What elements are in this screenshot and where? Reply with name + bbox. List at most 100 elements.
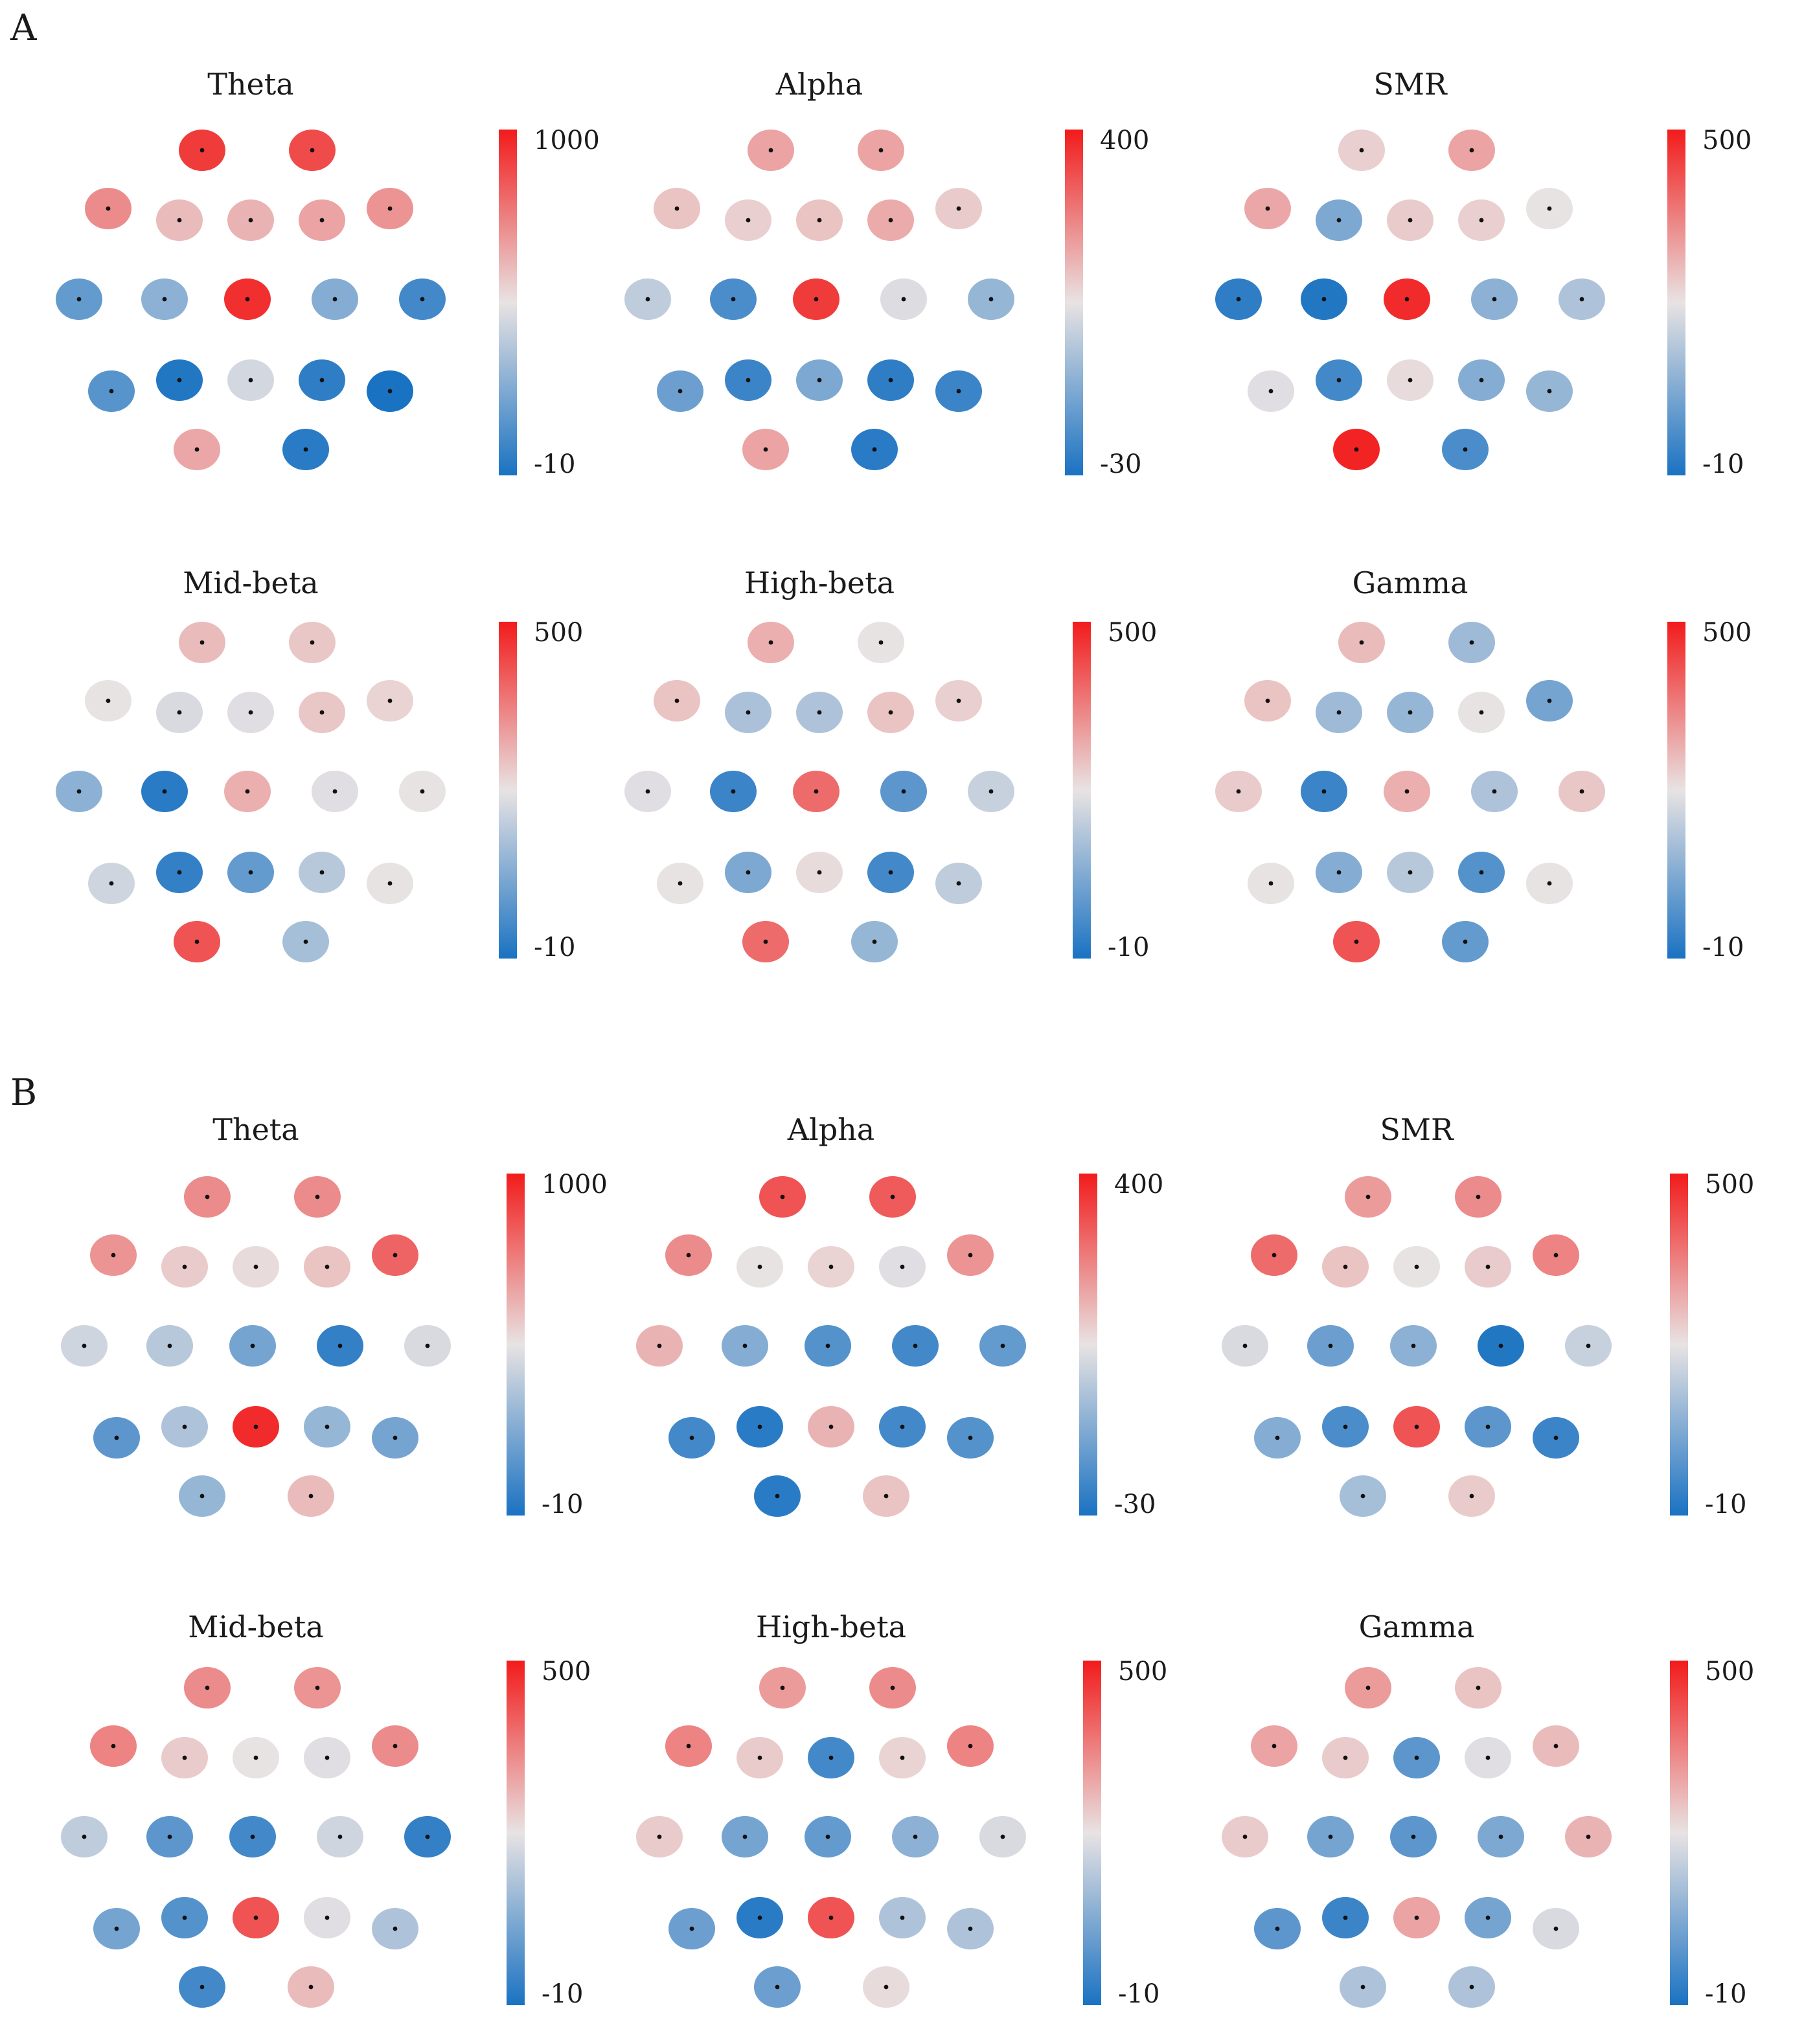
electrode-dot [250,1343,255,1348]
electrode-dot [250,1834,255,1839]
electrode-dot [1343,1264,1348,1269]
electrode-dot [988,789,994,794]
topomap-high-beta: High-beta 500 -10 [624,565,1157,962]
electrode-dot [1469,1493,1474,1499]
electrode-dot [689,1926,694,1931]
electrode-dot [1553,1743,1559,1749]
electrode-dot [248,710,253,715]
electrode-dot [901,789,906,794]
electrode-dot [162,789,167,794]
electrode-dot [878,640,884,645]
electrode-dot [182,1264,187,1269]
colorbar-max-label: 500 [1702,618,1752,648]
panel-label: A [10,7,37,49]
colorbar-max-label: 500 [1705,1170,1754,1199]
electrode-dot [913,1343,918,1348]
electrode-dot [76,297,82,302]
electrode-dot [828,1915,834,1920]
electrode-dot [1479,870,1484,875]
electrode-dot [817,378,822,383]
map-title: SMR [1380,1112,1454,1147]
electrode-dot [303,447,308,452]
electrode-dot [1411,1834,1416,1839]
colorbar [499,622,517,959]
colorbar [1065,130,1083,475]
electrode-dot [888,870,893,875]
electrode-dot [1476,1194,1481,1199]
electrode-dot [1547,881,1552,886]
electrode-dot [1242,1343,1248,1348]
electrode-dot [325,1915,330,1920]
electrode-dot [828,1755,834,1760]
electrode-dot [1328,1343,1333,1348]
colorbar [507,1661,525,2005]
electrode-dot [901,297,906,302]
electrode-dot [814,297,819,302]
electrode-dot [817,870,822,875]
electrode-dot [872,939,877,944]
colorbar-max-label: 500 [542,1657,591,1686]
electrode-dot [111,1253,116,1258]
electrode-dot [900,1915,905,1920]
electrode-dot [1579,789,1584,794]
colorbar-max-label: 500 [1702,126,1752,155]
electrode-dot [817,218,822,223]
electrode-dot [1553,1435,1559,1440]
electrode-dot [194,447,200,452]
electrode-dot [757,1424,762,1429]
electrode-dot [1485,1264,1490,1269]
electrode-dot [1365,1685,1371,1690]
electrode-dot [1236,789,1241,794]
electrode-dot [645,297,650,302]
electrode-dot [775,1984,780,1990]
electrode-dot [1336,218,1342,223]
electrode-dot [1272,1743,1277,1749]
panel-a: ATheta1000-10Alpha400-30SMR500-10Mid-bet… [10,7,1752,962]
electrode-dot [1265,206,1270,211]
electrode-dot [956,389,961,394]
electrode-dot [1336,710,1342,715]
electrode-dot [308,1493,314,1499]
colorbar-max-label: 400 [1114,1170,1163,1199]
electrode-dot [1492,789,1497,794]
electrode-dot [1343,1755,1348,1760]
topomap-theta: Theta 1000 -10 [61,1112,608,1519]
colorbar-min-label: -10 [1702,449,1744,479]
electrode-dot [678,389,683,394]
map-title: Gamma [1359,1609,1475,1644]
electrode-dot [425,1343,430,1348]
electrode-dot [315,1685,320,1690]
electrode-dot [757,1755,762,1760]
electrode-dot [337,1834,343,1839]
electrode-dot [177,710,182,715]
electrode-dot [194,939,200,944]
colorbar-max-label: 1000 [534,126,600,155]
electrode-dot [828,1264,834,1269]
electrode-dot [757,1264,762,1269]
electrode-dot [678,881,683,886]
electrode-dot [1414,1915,1419,1920]
colorbar [1667,622,1685,959]
electrode-dot [686,1253,691,1258]
panel-b: BTheta1000-10Alpha400-30SMR500-10Mid-bet… [10,1072,1754,2009]
electrode-dot [1485,1755,1490,1760]
electrode-dot [686,1743,691,1749]
electrode-dot [1469,1984,1474,1990]
electrode-dot [825,1834,830,1839]
electrode-dot [890,1685,895,1690]
electrode-dot [657,1834,662,1839]
electrode-dot [1275,1926,1280,1931]
electrode-dot [1360,1984,1365,1990]
electrode-dot [111,1743,116,1749]
electrode-dot [742,1834,748,1839]
electrode-dot [890,1194,895,1199]
topomap-smr: SMR 500 -10 [1215,67,1752,479]
colorbar [1073,622,1091,959]
electrode-dot [109,389,114,394]
electrode-dot [253,1264,258,1269]
electrode-dot [1547,698,1552,703]
map-title: Theta [207,67,293,102]
map-title: Alpha [787,1112,874,1147]
electrode-dot [393,1743,398,1749]
